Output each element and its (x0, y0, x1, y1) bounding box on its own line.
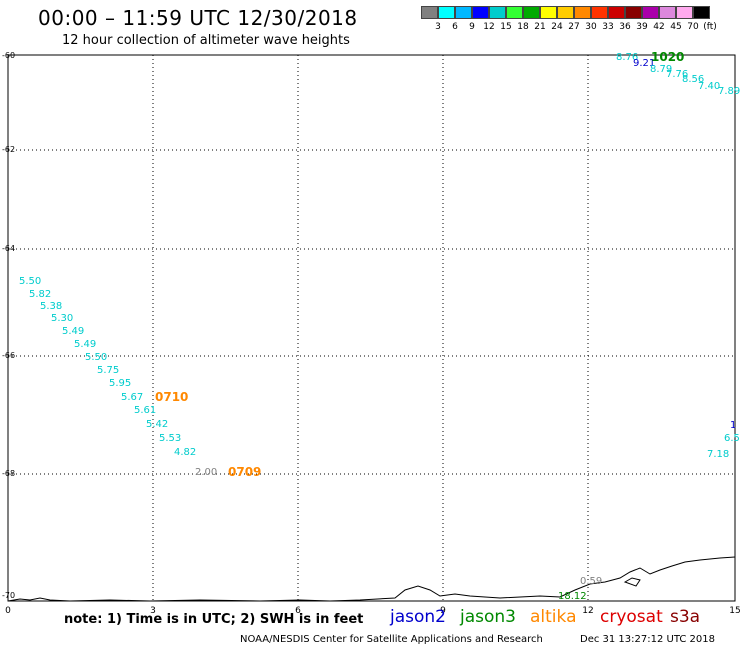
color-swatch (523, 6, 540, 19)
color-legend-label: 42 (653, 22, 665, 32)
y-axis-label: -64 (2, 244, 15, 253)
wave-height-label: 18.12 (558, 591, 587, 602)
color-legend-label: 45 (670, 22, 682, 32)
color-swatch (540, 6, 557, 19)
wave-height-label: 5.67 (121, 392, 143, 403)
color-legend-label: 6 (452, 22, 458, 32)
color-legend-label: 36 (619, 22, 631, 32)
color-swatch (608, 6, 625, 19)
wave-height-label: 7.76 (666, 69, 688, 80)
wave-height-label: 5.30 (51, 313, 73, 324)
wave-height-label: 7.40 (698, 81, 720, 92)
wave-height-label: 5.49 (62, 326, 84, 337)
color-legend-label: 30 (585, 22, 597, 32)
wave-height-label: 5.49 (74, 339, 96, 350)
wave-height-label: 8.76 (616, 52, 638, 63)
wave-height-label: 5.95 (109, 378, 131, 389)
wave-height-label: 8.56 (682, 74, 704, 85)
wave-height-label: 0710 (155, 390, 188, 404)
wave-height-label: 4.82 (174, 447, 196, 458)
color-legend-label: 9 (469, 22, 475, 32)
color-swatch (642, 6, 659, 19)
color-swatch (438, 6, 455, 19)
color-swatch (506, 6, 523, 19)
wave-height-label: 5.50 (19, 276, 41, 287)
x-axis-label: 3 (150, 606, 156, 616)
color-legend (421, 6, 710, 19)
color-swatch (472, 6, 489, 19)
color-legend-label: 24 (551, 22, 563, 32)
color-swatch (693, 6, 710, 19)
x-axis-label: 12 (582, 606, 593, 616)
y-axis-label: -66 (2, 351, 15, 360)
wave-height-label: 9.21 (633, 58, 655, 69)
x-axis-label: 9 (440, 606, 446, 616)
color-swatch (489, 6, 506, 19)
satellite-legend-s3a: s3a (670, 607, 701, 627)
x-axis-label: 15 (729, 606, 740, 616)
credit-timestamp: Dec 31 13:27:12 UTC 2018 (580, 634, 715, 645)
wave-height-label: 5.42 (146, 419, 168, 430)
color-legend-label: 15 (500, 22, 512, 32)
color-swatch (591, 6, 608, 19)
color-legend-label: 12 (483, 22, 495, 32)
x-axis-label: 6 (295, 606, 301, 616)
wave-height-label: 5.82 (29, 289, 51, 300)
color-legend-label: 39 (636, 22, 648, 32)
wave-height-label: 5.50 (85, 352, 107, 363)
coastline (7, 556, 736, 602)
y-axis-label: -70 (2, 591, 15, 600)
wave-height-label: 7.89 (718, 86, 740, 97)
wave-height-label: 7.18 (707, 449, 729, 460)
wave-height-label: 1020 (651, 50, 684, 64)
footer-note: note: 1) Time is in UTC; 2) SWH is in fe… (64, 612, 364, 627)
color-legend-label: 27 (568, 22, 580, 32)
color-swatch (676, 6, 693, 19)
color-legend-labels: 3 6 9 12 15 18 21 24 27 30 33 36 39 42 45 70 (ft) (421, 22, 740, 34)
map-title: 00:00 – 11:59 UTC 12/30/2018 (38, 6, 358, 30)
coastline-island (623, 577, 641, 587)
satellite-legend-cryosat: cryosat (600, 607, 663, 627)
color-legend-label: 70 (687, 22, 699, 32)
credit-text: NOAA/NESDIS Center for Satellite Applica… (240, 634, 543, 645)
map-subtitle: 12 hour collection of altimeter wave hei… (62, 33, 350, 48)
wave-height-label: 5.61 (134, 405, 156, 416)
y-axis-label: -62 (2, 145, 15, 154)
color-swatch (455, 6, 472, 19)
wave-height-label: 2.00 (195, 467, 217, 478)
color-swatch (421, 6, 438, 19)
satellite-legend-altika: altika (530, 607, 577, 627)
x-axis-label: 0 (5, 606, 11, 616)
wave-height-label: 0.59 (580, 576, 602, 587)
satellite-legend-jason3: jason3 (460, 607, 516, 627)
color-legend-label: 18 (517, 22, 529, 32)
axis-labels: -60 -62 -64 -66 -68 -70 0 3 6 9 12 15 (2, 51, 740, 616)
wave-height-label: 1 (730, 420, 736, 431)
color-swatch (574, 6, 591, 19)
color-swatch (659, 6, 676, 19)
color-legend-label: 3 (435, 22, 441, 32)
grid-lines (8, 55, 735, 601)
wave-height-label: 5.38 (40, 301, 62, 312)
y-axis-label: -68 (2, 469, 15, 478)
wave-height-label: 5.75 (97, 365, 119, 376)
color-legend-label: 33 (602, 22, 614, 32)
wave-height-label: 8.79 (650, 64, 672, 75)
wave-height-label: 5.53 (159, 433, 181, 444)
wave-height-label: 0709 (228, 465, 261, 479)
y-axis-label: -60 (2, 51, 15, 60)
color-legend-label: (ft) (703, 22, 717, 32)
color-swatch (625, 6, 642, 19)
plot-frame (7, 54, 736, 602)
color-swatch (557, 6, 574, 19)
wave-height-label: 6.5 (724, 433, 740, 444)
color-legend-label: 21 (534, 22, 546, 32)
satellite-legend-jason2: jason2 (390, 607, 446, 627)
